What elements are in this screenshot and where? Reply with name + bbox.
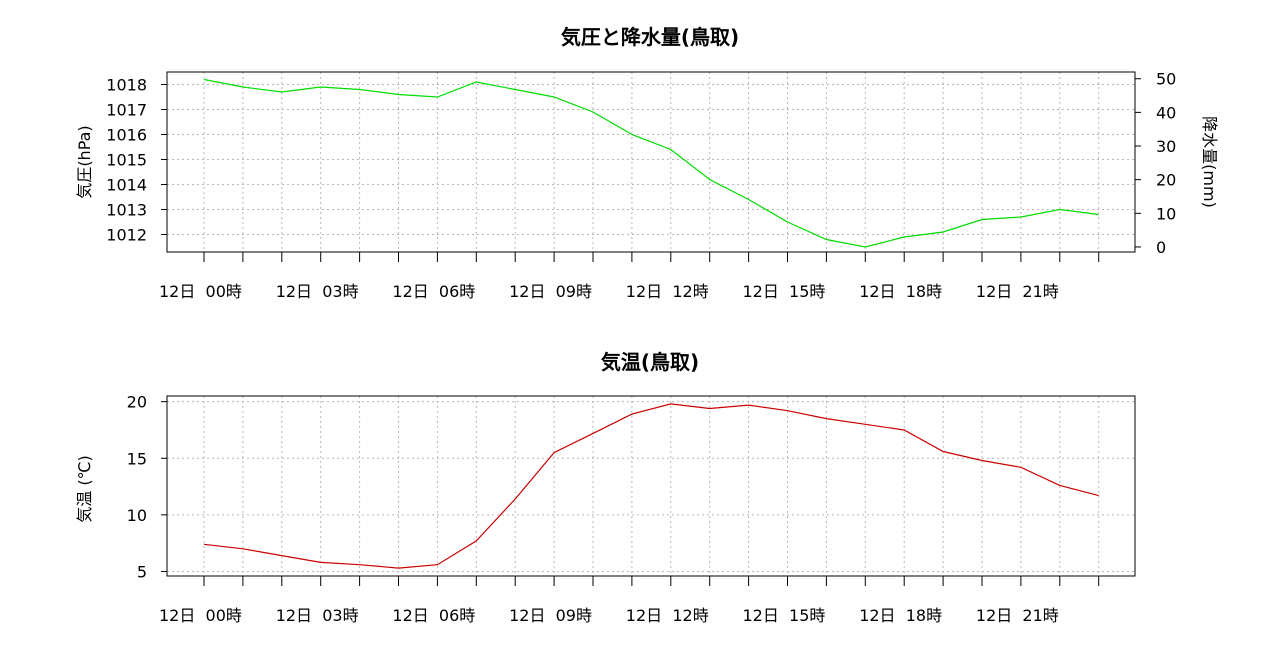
x-tick-label: 12日 03時 [276, 606, 359, 625]
x-tick-label: 12日 18時 [859, 282, 942, 301]
precip-y-label: 降水量(mm) [1200, 116, 1219, 208]
series-line [203, 403, 1099, 569]
y2-tick-label: 20 [1156, 171, 1176, 190]
pressure-y-label: 気圧(hPa) [75, 125, 94, 198]
x-tick-label: 12日 00時 [159, 606, 242, 625]
x-tick-label: 12日 12時 [626, 606, 709, 625]
temperature-chart-title: 気温(鳥取) [601, 350, 699, 374]
x-tick-label: 12日 06時 [392, 282, 475, 301]
y-tick-label: 15 [127, 449, 147, 468]
y-tick-label: 5 [137, 562, 147, 581]
pressure-series [203, 78, 1099, 248]
x-tick-label: 12日 21時 [976, 606, 1059, 625]
temperature-y-axis: 5 10 15 20 [127, 393, 167, 581]
y-tick-label: 1012 [106, 226, 147, 245]
y-tick-label: 1016 [106, 126, 147, 145]
y-tick-label: 1017 [106, 101, 147, 120]
temperature-y-label: 気温 (℃) [75, 455, 94, 523]
x-tick-label: 12日 21時 [976, 282, 1059, 301]
y2-tick-label: 30 [1156, 137, 1176, 156]
pressure-y-axis: 1012 1013 1014 1015 1016 1017 1018 [106, 76, 167, 245]
y2-tick-label: 0 [1156, 238, 1166, 257]
pressure-x-axis: 12日 00時 12日 03時 12日 06時 12日 09時 12日 12時 12日 1… [159, 252, 1100, 301]
series-line [203, 78, 1099, 248]
x-tick-label: 12日 06時 [392, 606, 475, 625]
y-tick-label: 1018 [106, 76, 147, 95]
y2-tick-label: 40 [1156, 103, 1176, 122]
pressure-chart-title: 気圧と降水量(鳥取) [561, 25, 739, 49]
y-tick-label: 20 [127, 393, 147, 412]
x-tick-label: 12日 12時 [626, 282, 709, 301]
temperature-series [203, 403, 1099, 569]
y-tick-label: 10 [127, 506, 147, 525]
temperature-plot-frame [166, 395, 1136, 577]
x-tick-label: 12日 09時 [509, 606, 592, 625]
pressure-grid [167, 72, 1135, 252]
x-tick-label: 12日 09時 [509, 282, 592, 301]
x-tick-label: 12日 03時 [276, 282, 359, 301]
pressure-plot-frame [166, 71, 1136, 253]
y2-tick-label: 50 [1156, 70, 1176, 89]
temperature-x-axis: 12日 00時 12日 03時 12日 06時 12日 09時 12日 12時 12日 1… [159, 576, 1100, 625]
pressure-chart: 気圧と降水量(鳥取) 1012101310141015101610171018 … [75, 25, 1219, 301]
precip-y-axis: 0 10 20 30 40 50 [1135, 70, 1176, 257]
x-tick-label: 12日 00時 [159, 282, 242, 301]
y-tick-label: 1015 [106, 151, 147, 170]
y2-tick-label: 10 [1156, 204, 1176, 223]
x-tick-label: 12日 18時 [859, 606, 942, 625]
y-tick-label: 1014 [106, 176, 147, 195]
y-tick-label: 1013 [106, 201, 147, 220]
temperature-grid [167, 396, 1135, 576]
x-tick-label: 12日 15時 [743, 282, 826, 301]
x-tick-label: 12日 15時 [743, 606, 826, 625]
